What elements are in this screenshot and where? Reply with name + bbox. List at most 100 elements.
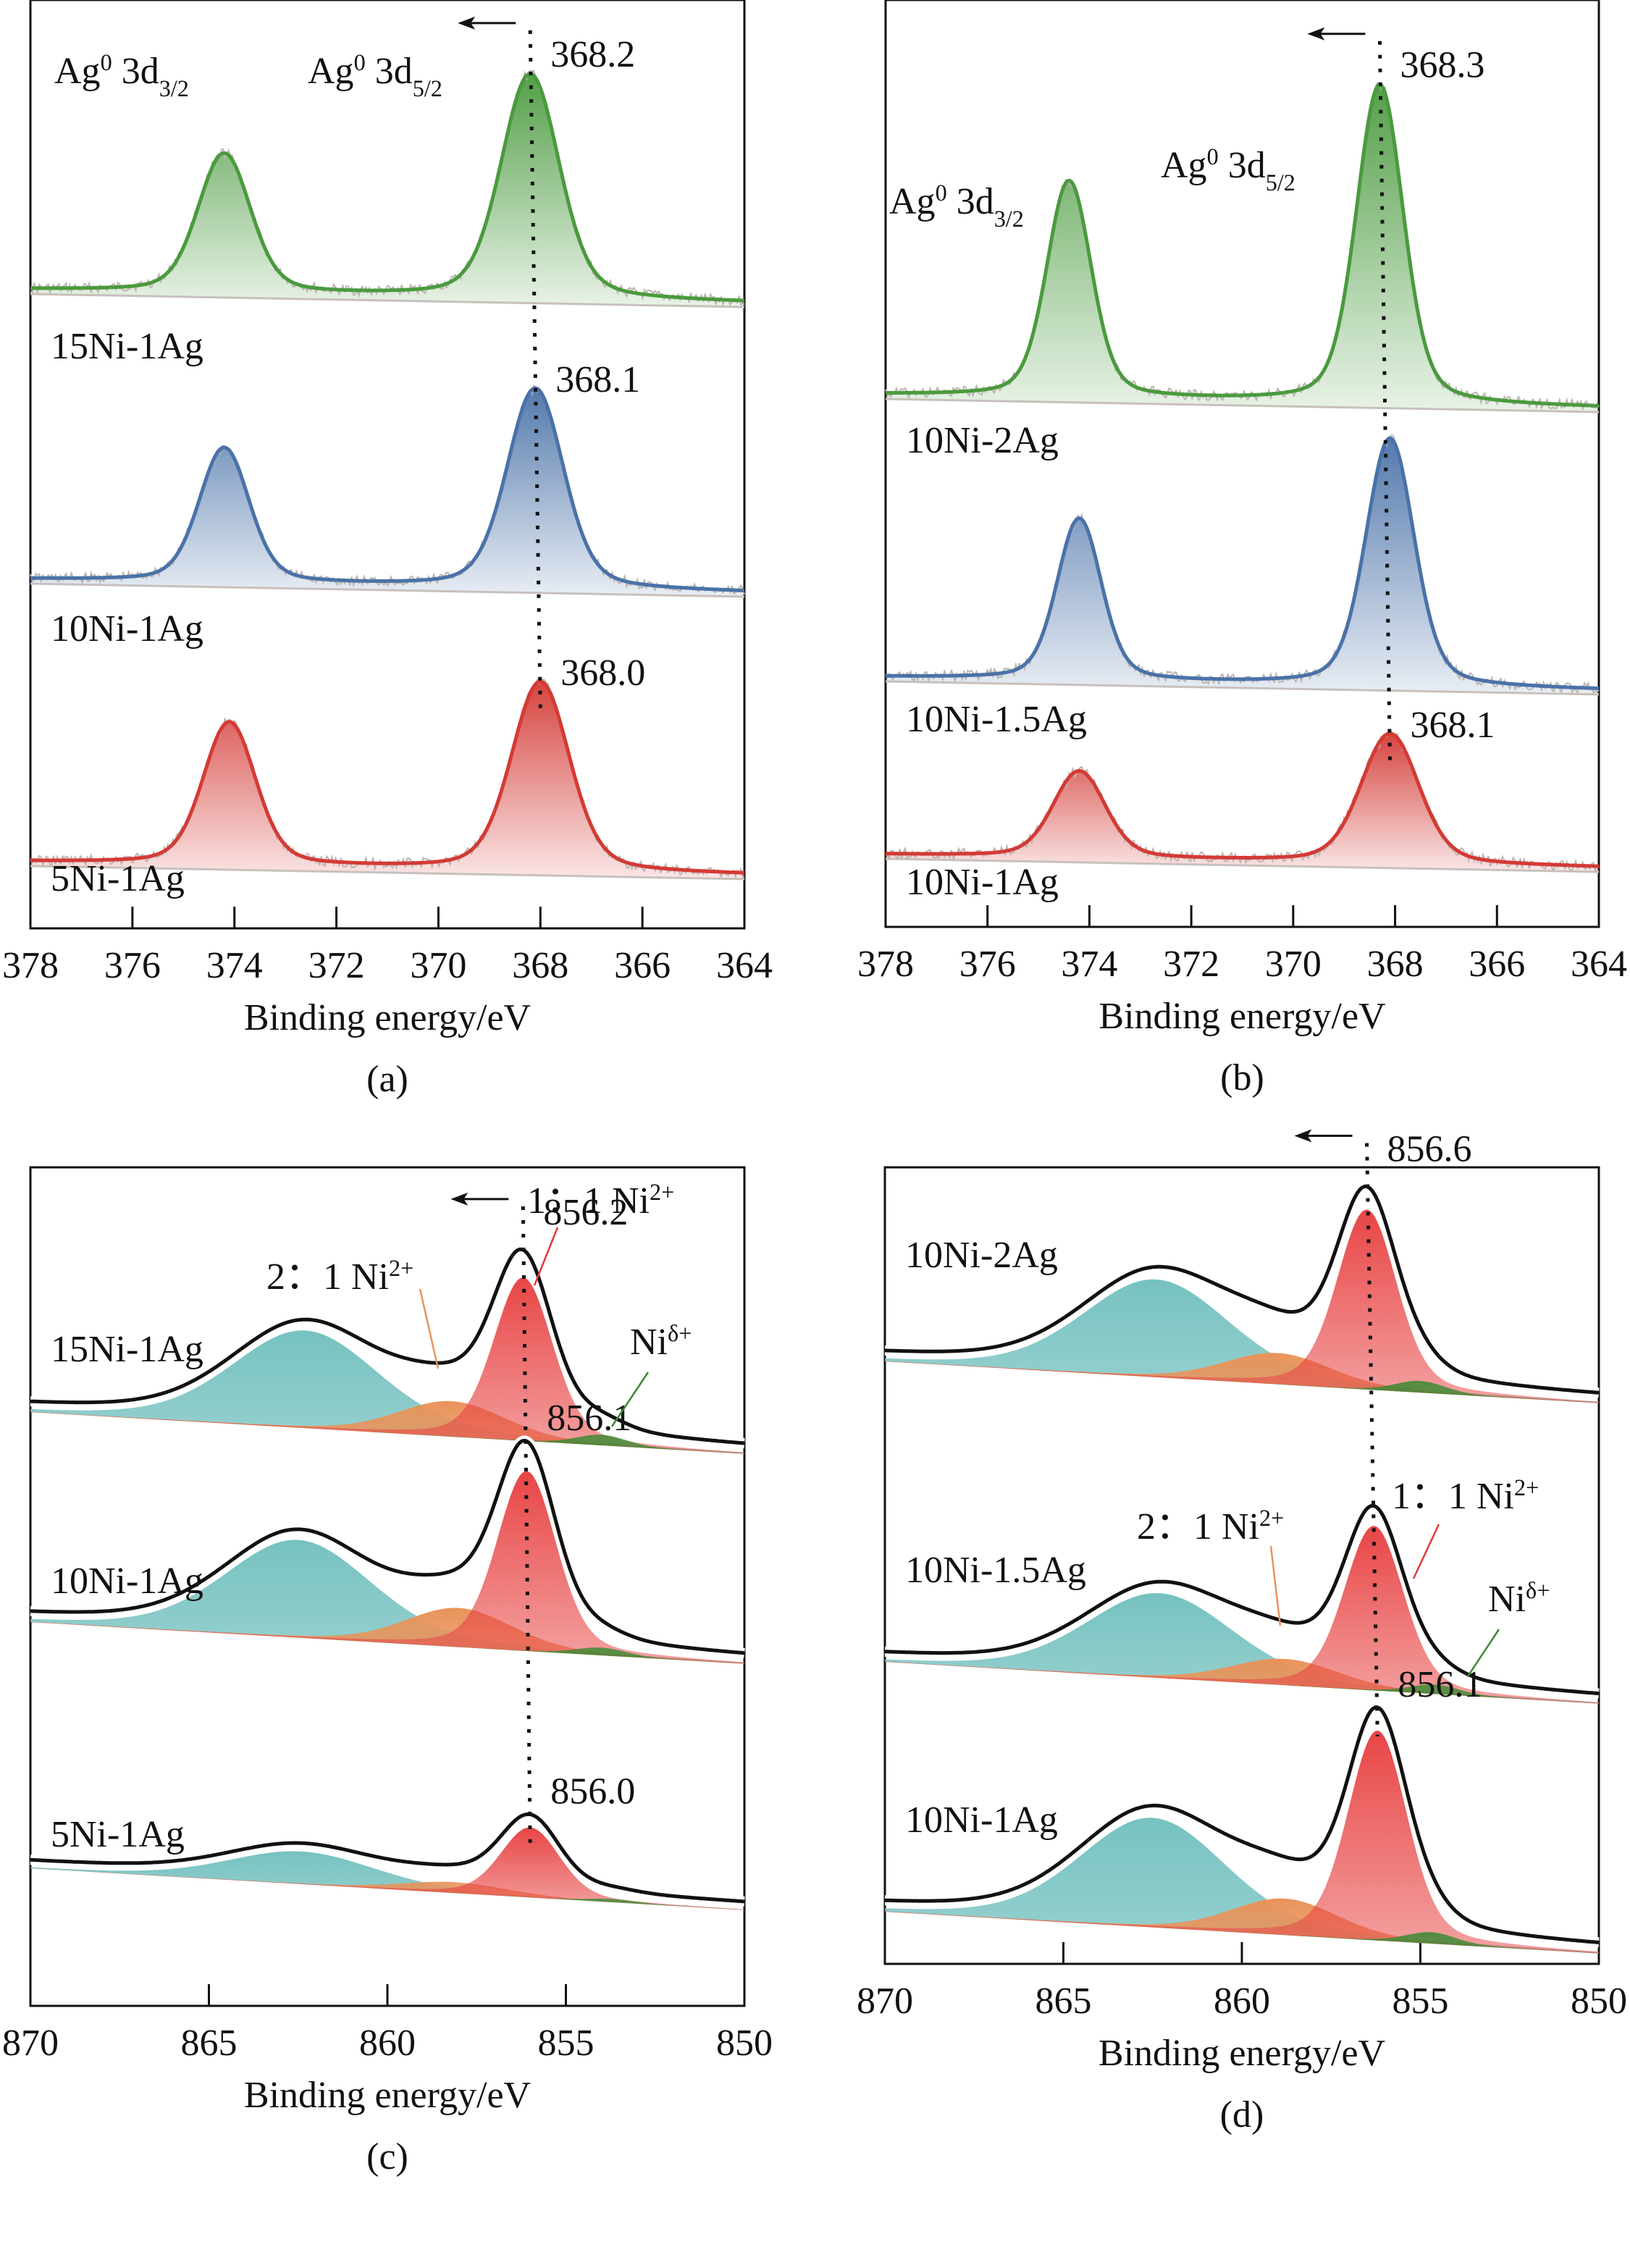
peak-assignment-label-part: 5/2 bbox=[1266, 169, 1295, 196]
background-line bbox=[30, 865, 745, 881]
component-label-part: δ+ bbox=[1526, 1577, 1550, 1603]
component-satellite bbox=[885, 1818, 1599, 1954]
raw-data bbox=[30, 385, 745, 595]
x-tick-label: 870 bbox=[857, 1981, 913, 2022]
x-tick-label: 850 bbox=[716, 2023, 773, 2064]
x-tick-label: 368 bbox=[512, 945, 568, 986]
component-label-part: 1：1 Ni bbox=[1392, 1476, 1514, 1517]
peak-shift-guide bbox=[1365, 1143, 1379, 1736]
peak-assignment-label-part: Ag bbox=[54, 51, 101, 92]
panel-b: 378 376 374 372 370 368 366 364 Binding energy/e… bbox=[857, 0, 1627, 1099]
x-tick-label: 865 bbox=[181, 2023, 238, 2064]
peak-assignment-label-part: Ag bbox=[1161, 145, 1207, 186]
x-tick-label: 366 bbox=[614, 945, 671, 986]
peak-assignment-label-part: 5/2 bbox=[413, 75, 442, 101]
component-label-part: 2+ bbox=[1259, 1505, 1284, 1531]
raw-data bbox=[30, 70, 745, 308]
component-label-part: Ni bbox=[630, 1322, 668, 1363]
x-tick-label: 370 bbox=[1265, 944, 1322, 985]
panel-caption: (a) bbox=[366, 1059, 408, 1100]
fit-area bbox=[886, 438, 1599, 694]
envelope-line bbox=[884, 1503, 1600, 1696]
panel-c: 870 865 860 855 850 Binding energy/eV (c) 15Ni-… bbox=[2, 1166, 773, 2177]
panel-caption: (c) bbox=[366, 2136, 408, 2177]
fit-line bbox=[886, 731, 1599, 868]
component-label-part: 2+ bbox=[650, 1179, 674, 1205]
background-line bbox=[30, 293, 745, 308]
plot-frame bbox=[29, 0, 746, 930]
series-15Ni-1Ag: 15Ni-1Ag 368.2 bbox=[30, 34, 745, 367]
sample-label: 5Ni-1Ag bbox=[51, 1814, 185, 1855]
component-ni_delta bbox=[30, 1868, 744, 1910]
raw-data bbox=[885, 731, 1600, 874]
series-10Ni-2Ag: 10Ni-2Ag 856.6 bbox=[884, 1129, 1600, 1403]
background-line bbox=[30, 582, 745, 598]
arrowhead-icon bbox=[1294, 1129, 1312, 1143]
x-tick-label: 372 bbox=[1163, 944, 1219, 985]
series-10Ni-1Ag: 10Ni-1Ag 856.1 bbox=[885, 1664, 1600, 1954]
series-10Ni-2Ag: 10Ni-2Ag 368.3 bbox=[885, 45, 1600, 461]
series-10Ni-1Ag: 10Ni-1Ag 368.1 bbox=[30, 359, 745, 650]
component-label-part: 1：1 Ni bbox=[527, 1180, 650, 1222]
series-15Ni-1Ag: 15Ni-1Ag 856.2 bbox=[30, 1192, 745, 1454]
peak-value-label: 368.3 bbox=[1400, 45, 1484, 86]
panel-a: 378 376 374 372 370 368 366 364 Binding energy/e… bbox=[2, 0, 773, 1100]
fit-area bbox=[30, 388, 744, 597]
peak-shift-guide bbox=[528, 30, 542, 711]
component-satellite bbox=[885, 1279, 1599, 1403]
series-5Ni-1Ag: 5Ni-1Ag 856.0 bbox=[30, 1771, 745, 1910]
fit-area bbox=[886, 84, 1599, 413]
sample-label: 10Ni-2Ag bbox=[905, 1235, 1058, 1276]
raw-data bbox=[885, 434, 1600, 694]
component-label: Niδ+ bbox=[630, 1320, 692, 1363]
envelope-line bbox=[30, 1438, 745, 1655]
fit-area bbox=[30, 73, 744, 308]
component-satellite bbox=[30, 1330, 744, 1454]
peak-value-label: 368.1 bbox=[1411, 705, 1495, 746]
component-label: 1：1 Ni2+ bbox=[527, 1179, 674, 1222]
component-label-part: 2+ bbox=[389, 1255, 413, 1281]
fit-line bbox=[30, 72, 745, 303]
component-label-part: 2：1 Ni bbox=[1137, 1506, 1259, 1547]
fit-line bbox=[30, 386, 744, 592]
peak-value-label: 856.1 bbox=[1398, 1664, 1482, 1705]
panel-caption: (b) bbox=[1220, 1057, 1264, 1099]
sample-label: 10Ni-1Ag bbox=[905, 1799, 1058, 1841]
x-tick-label: 376 bbox=[104, 945, 161, 986]
component-ni2_1to1 bbox=[885, 1526, 1599, 1704]
peak-value-label: 856.2 bbox=[543, 1192, 628, 1233]
component-ni2_1to1 bbox=[30, 1471, 744, 1664]
peak-assignment-label: Ag0 3d3/2 bbox=[889, 180, 1024, 232]
background-line bbox=[885, 857, 1600, 873]
peak-assignment-label: Ag0 3d5/2 bbox=[308, 49, 442, 101]
x-tick-label: 855 bbox=[538, 2023, 595, 2064]
sample-label: 10Ni-1.5Ag bbox=[906, 699, 1087, 740]
fit-area bbox=[886, 733, 1599, 872]
panel-caption: (d) bbox=[1220, 2094, 1264, 2135]
x-tick-label: 364 bbox=[716, 945, 773, 986]
peak-value-label: 368.0 bbox=[560, 652, 645, 694]
arrowhead-icon bbox=[458, 16, 476, 30]
x-tick-label: 870 bbox=[2, 2023, 59, 2064]
x-tick-label: 374 bbox=[1061, 944, 1117, 985]
x-tick-label: 860 bbox=[359, 2023, 416, 2064]
sample-label: 10Ni-1Ag bbox=[51, 608, 203, 650]
peak-assignment-label-part: Ag bbox=[308, 51, 354, 92]
leader-line bbox=[1466, 1629, 1500, 1677]
leader-line bbox=[1269, 1545, 1282, 1626]
component-label-part: 2：1 Ni bbox=[266, 1256, 389, 1298]
raw-data bbox=[885, 82, 1600, 412]
x-tick-label: 374 bbox=[206, 945, 263, 986]
x-tick-label: 366 bbox=[1469, 944, 1525, 985]
background-line bbox=[885, 398, 1600, 413]
peak-assignment-label: Ag0 3d3/2 bbox=[54, 49, 189, 101]
x-tick-label: 865 bbox=[1035, 1981, 1092, 2022]
peak-value-label: 368.1 bbox=[555, 359, 640, 400]
component-label: 2：1 Ni2+ bbox=[1137, 1505, 1284, 1547]
sample-label: 10Ni-1.5Ag bbox=[905, 1550, 1086, 1591]
envelope-line bbox=[885, 1705, 1600, 1944]
component-ni_delta bbox=[885, 1361, 1599, 1403]
x-axis-label: Binding energy/eV bbox=[244, 997, 531, 1038]
peak-assignment-label: Ag0 3d5/2 bbox=[1161, 143, 1295, 196]
series-5Ni-1Ag: 5Ni-1Ag 368.0 bbox=[30, 652, 745, 899]
